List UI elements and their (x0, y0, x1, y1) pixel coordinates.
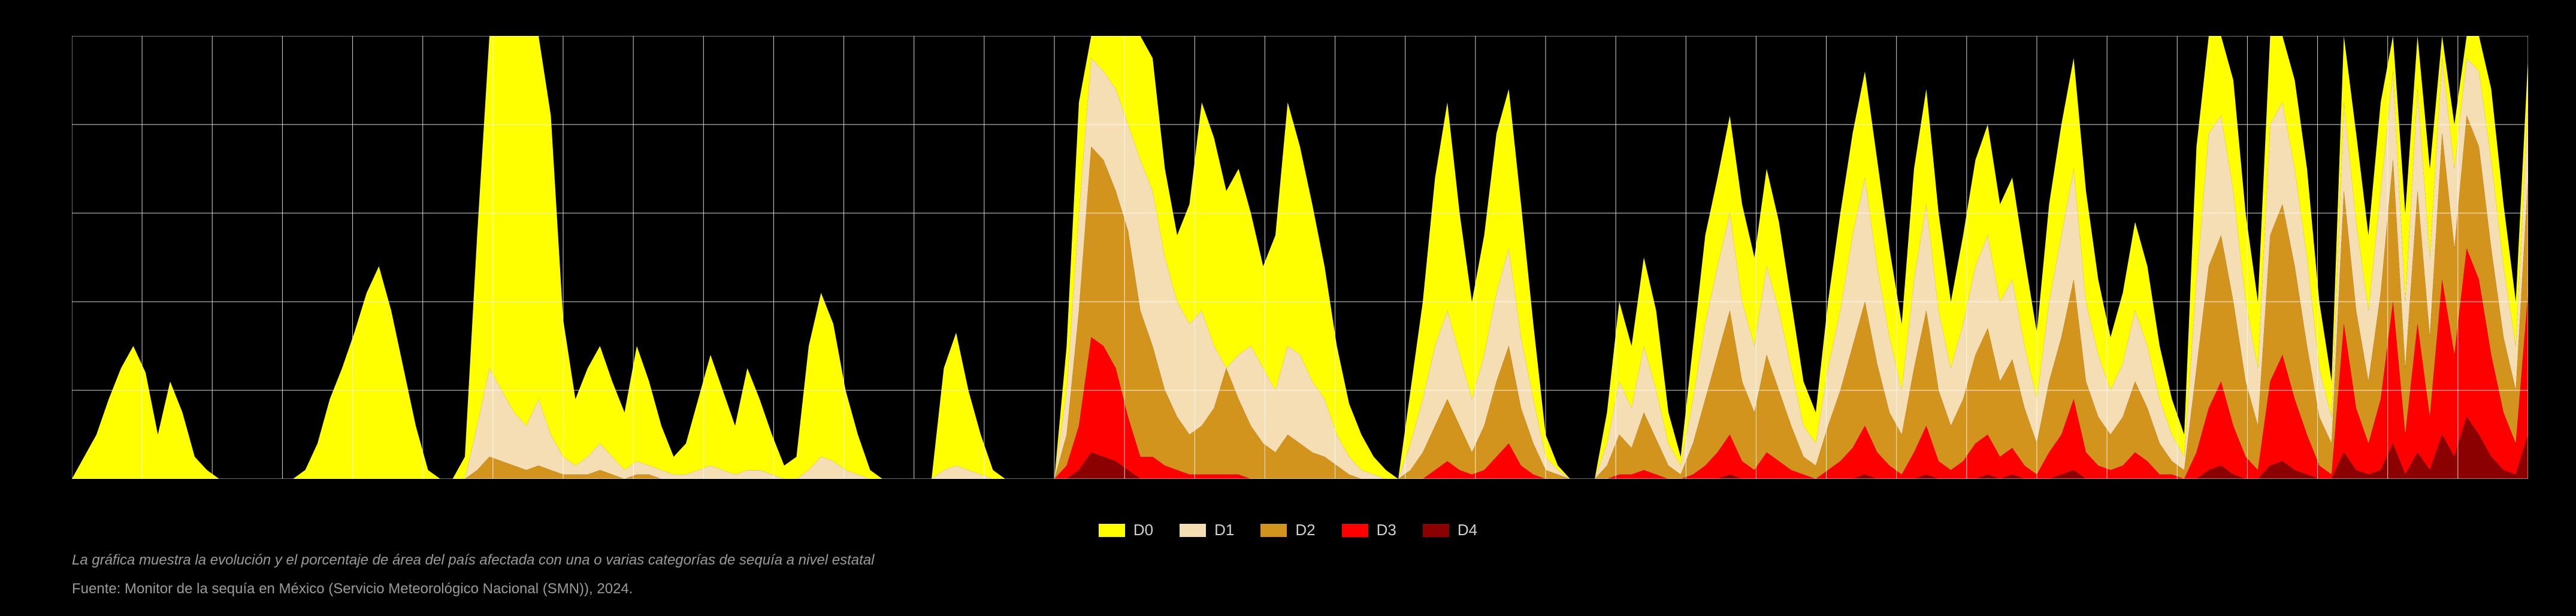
legend-swatch-D4 (1423, 524, 1449, 537)
legend-item-D1: D1 (1180, 521, 1234, 539)
legend-item-D3: D3 (1342, 521, 1396, 539)
legend-swatch-D2 (1260, 524, 1287, 537)
chart-caption: La gráfica muestra la evolución y el por… (72, 552, 875, 569)
legend-swatch-D0 (1099, 524, 1125, 537)
legend-swatch-D1 (1180, 524, 1206, 537)
legend: D0 D1 D2 D3 D4 (0, 521, 2576, 541)
legend-item-D2: D2 (1260, 521, 1315, 539)
legend-label-D3: D3 (1377, 521, 1396, 539)
chart-source: Fuente: Monitor de la sequía en México (… (72, 581, 633, 597)
legend-label-D1: D1 (1214, 521, 1234, 539)
legend-label-D0: D0 (1133, 521, 1153, 539)
chart-plot-area (72, 36, 2528, 479)
legend-item-D4: D4 (1423, 521, 1477, 539)
chart-svg (72, 36, 2528, 479)
legend-label-D4: D4 (1458, 521, 1477, 539)
legend-label-D2: D2 (1295, 521, 1315, 539)
legend-swatch-D3 (1342, 524, 1368, 537)
legend-item-D0: D0 (1099, 521, 1153, 539)
drought-chart-panel: D0 D1 D2 D3 D4 La gráfica muestra la evoluci… (0, 0, 2576, 616)
